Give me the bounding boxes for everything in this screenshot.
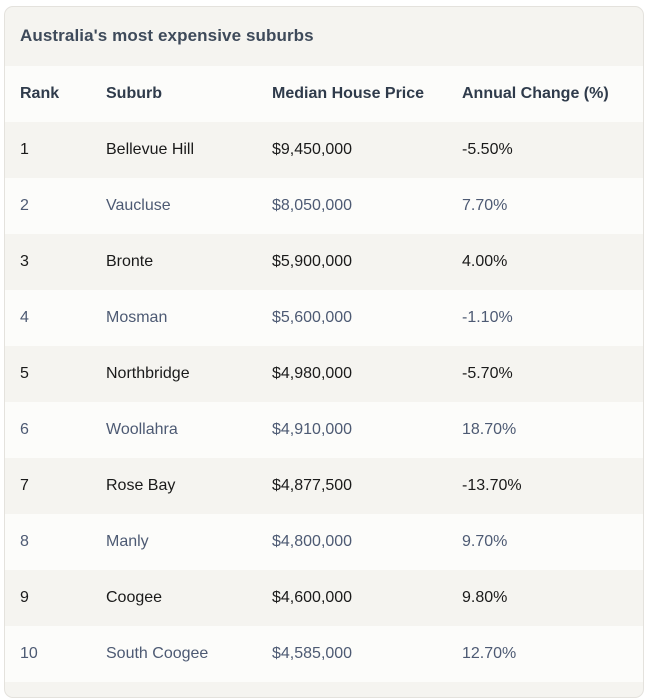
column-header-change: Annual Change (%) [462, 85, 609, 102]
price-cell: $4,600,000 [272, 589, 353, 606]
change-cell: 7.70% [462, 197, 508, 214]
table-title: Australia's most expensive suburbs [20, 26, 314, 45]
suburb-cell: Northbridge [106, 365, 190, 382]
suburb-cell: South Coogee [106, 645, 209, 662]
column-header-price: Median House Price [272, 85, 425, 102]
suburbs-table-card: Australia's most expensive suburbs Rank … [4, 6, 644, 698]
table-row: 2 Vaucluse $8,050,000 7.70% [5, 178, 643, 234]
suburb-cell: Vaucluse [106, 197, 171, 214]
suburb-cell: Coogee [106, 589, 163, 606]
change-cell: 18.70% [462, 421, 517, 438]
change-cell: 9.70% [462, 533, 508, 550]
rank-cell: 3 [20, 253, 29, 270]
change-cell: -1.10% [462, 309, 513, 326]
rank-cell: 1 [20, 141, 29, 158]
rank-cell: 5 [20, 365, 29, 382]
table-row: 7 Rose Bay $4,877,500 -13.70% [5, 458, 643, 514]
suburb-cell: Bronte [106, 253, 154, 270]
rank-cell: 2 [20, 197, 29, 214]
rank-cell: 9 [20, 589, 29, 606]
suburb-cell: Manly [106, 533, 149, 550]
suburb-cell: Rose Bay [106, 477, 176, 494]
price-cell: $4,910,000 [272, 421, 353, 438]
rank-cell: 8 [20, 533, 29, 550]
change-cell: 9.80% [462, 589, 508, 606]
change-cell: -5.70% [462, 365, 513, 382]
price-cell: $4,585,000 [272, 645, 353, 662]
table-row: 6 Woollahra $4,910,000 18.70% [5, 402, 643, 458]
change-cell: -13.70% [462, 477, 522, 494]
rank-cell: 6 [20, 421, 29, 438]
change-cell: 4.00% [462, 253, 508, 270]
table-row: 1 Bellevue Hill $9,450,000 -5.50% [5, 122, 643, 178]
table-row: 10 South Coogee $4,585,000 12.70% [5, 626, 643, 682]
price-cell: $4,877,500 [272, 477, 353, 494]
suburb-cell: Woollahra [106, 421, 178, 438]
rank-cell: 10 [20, 645, 38, 662]
price-cell: $5,600,000 [272, 309, 353, 326]
table-row: 4 Mosman $5,600,000 -1.10% [5, 290, 643, 346]
column-header-suburb: Suburb [106, 85, 162, 102]
price-cell: $9,450,000 [272, 141, 353, 158]
suburb-cell: Mosman [106, 309, 168, 326]
table-row: 3 Bronte $5,900,000 4.00% [5, 234, 643, 290]
price-cell: $5,900,000 [272, 253, 353, 270]
rank-cell: 4 [20, 309, 29, 326]
column-header-rank: Rank [20, 85, 60, 102]
suburbs-table: Rank Suburb Median House Price Annual Ch… [5, 66, 643, 682]
table-header-row: Rank Suburb Median House Price Annual Ch… [5, 66, 643, 122]
suburb-cell: Bellevue Hill [106, 141, 195, 158]
price-cell: $4,800,000 [272, 533, 353, 550]
table-row: 9 Coogee $4,600,000 9.80% [5, 570, 643, 626]
rank-cell: 7 [20, 477, 29, 494]
table-row: 8 Manly $4,800,000 9.70% [5, 514, 643, 570]
change-cell: -5.50% [462, 141, 513, 158]
table-row: 5 Northbridge $4,980,000 -5.70% [5, 346, 643, 402]
price-cell: $8,050,000 [272, 197, 353, 214]
price-cell: $4,980,000 [272, 365, 353, 382]
change-cell: 12.70% [462, 645, 517, 662]
